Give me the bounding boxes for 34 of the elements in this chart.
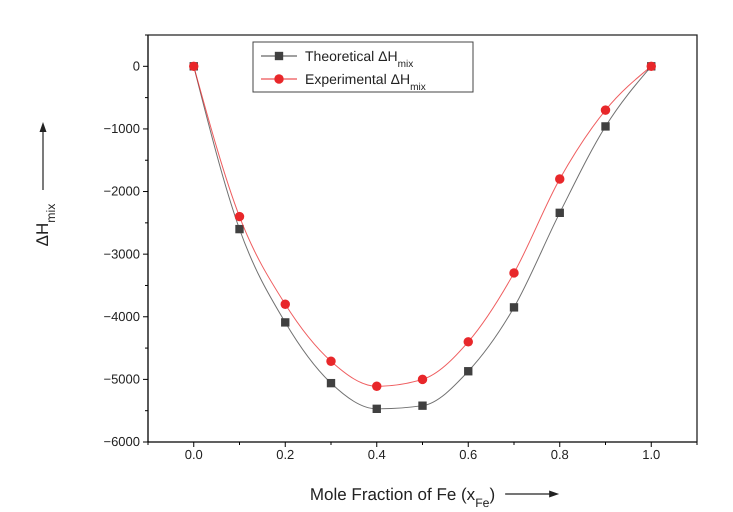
- point: [601, 122, 610, 131]
- point: [280, 300, 290, 309]
- point: [418, 402, 427, 410]
- point: [510, 303, 518, 312]
- y-tick-label: −5000: [103, 372, 140, 387]
- point: [464, 367, 472, 376]
- point: [509, 268, 519, 278]
- x-axis-title: Mole Fraction of Fe (x$_{Fe}$): [310, 485, 496, 510]
- point: [326, 378, 336, 388]
- x-tick-label: 0.2: [276, 447, 294, 462]
- point: [235, 224, 244, 234]
- point: [418, 374, 428, 384]
- point: [464, 337, 473, 347]
- y-tick-label: 0: [132, 58, 140, 74]
- point: [372, 404, 381, 413]
- x-tick-label: 0.0: [184, 447, 203, 462]
- y-tick-label: −1000: [103, 121, 140, 136]
- point: [600, 105, 610, 115]
- y-tick-label: −4000: [103, 308, 140, 324]
- legend-label: Experimental ΔH$_{mix}$: [305, 70, 426, 92]
- point: [555, 174, 564, 184]
- y-tick-label: −6000: [103, 434, 140, 450]
- y-tick-label: −3000: [103, 246, 140, 262]
- point: [372, 382, 382, 391]
- point: [281, 318, 290, 327]
- x-tick-label: 0.6: [459, 447, 478, 462]
- x-tick-label: 0.8: [550, 447, 569, 462]
- x-tick-label: 0.4: [368, 447, 386, 462]
- point: [556, 208, 564, 218]
- point: [326, 356, 336, 366]
- y-tick-label: −2000: [103, 184, 140, 199]
- legend-label: Theoretical ΔH$_{mix}$: [305, 48, 414, 70]
- x-tick-label: 1.0: [642, 447, 660, 462]
- point: [234, 212, 244, 222]
